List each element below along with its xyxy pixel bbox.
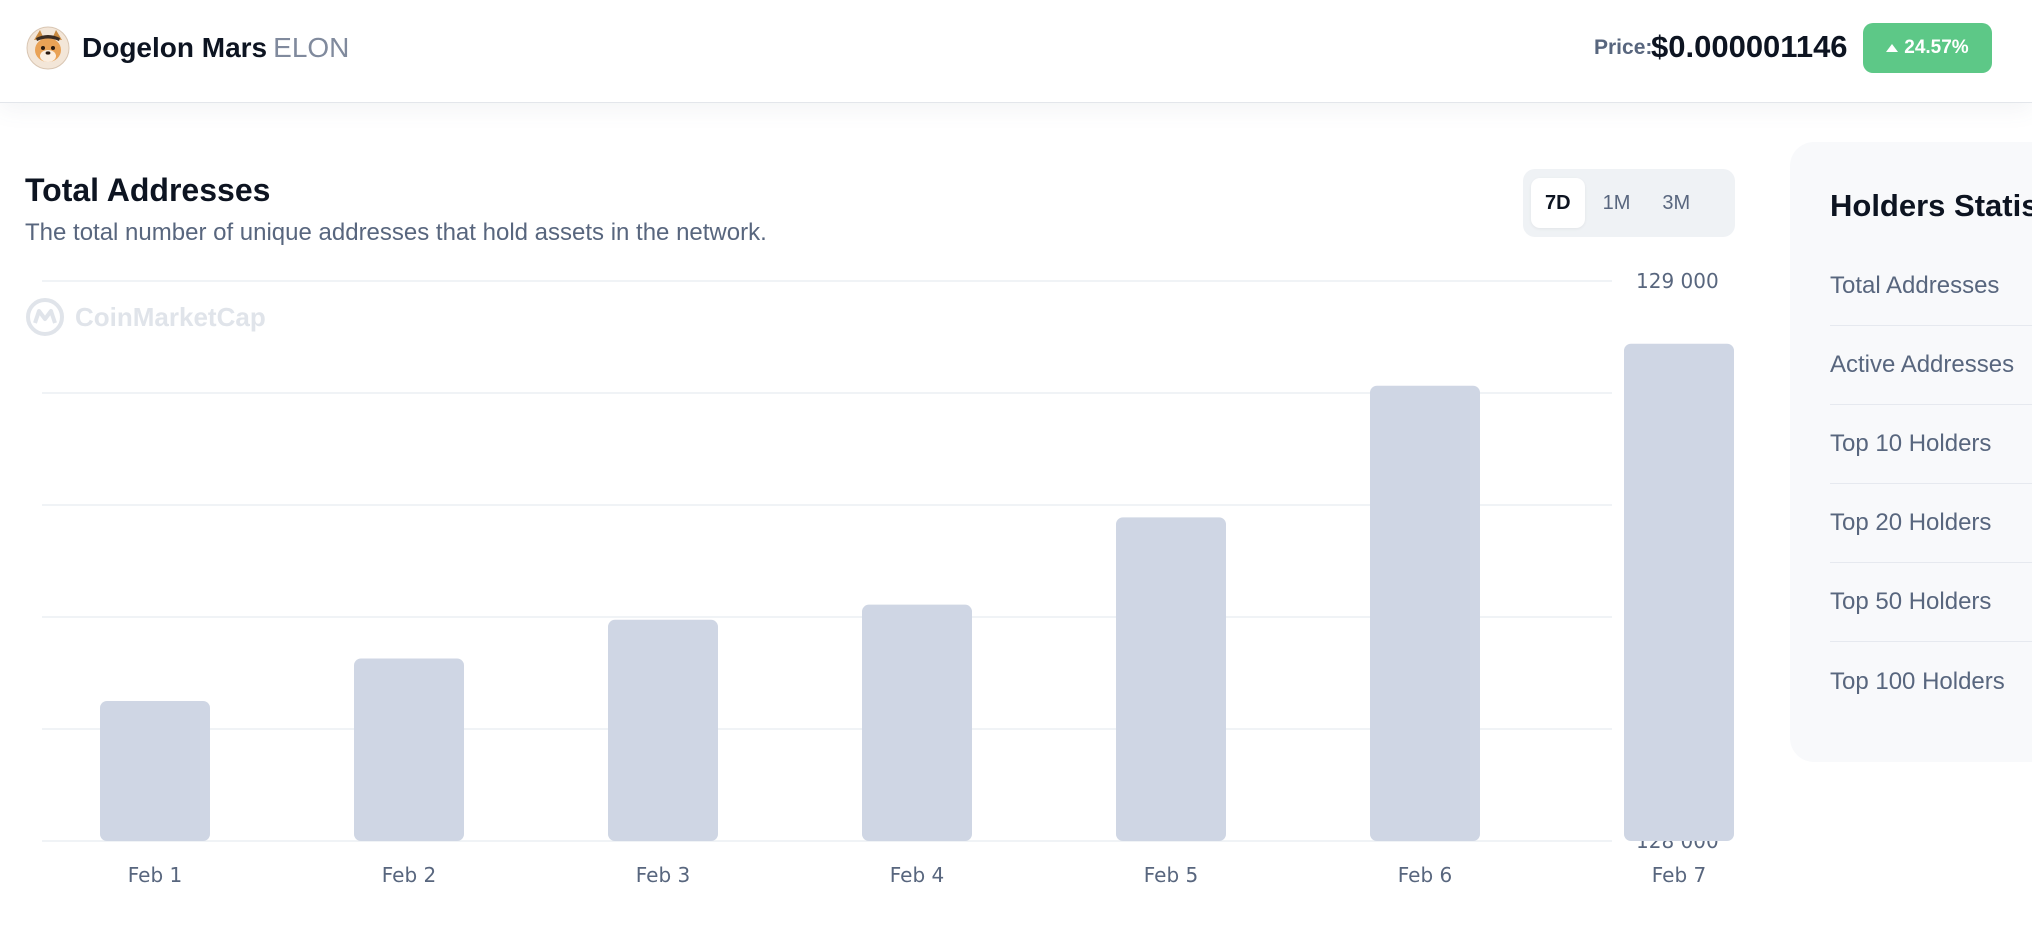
range-3m-button[interactable]: 3M: [1662, 191, 1691, 214]
bar-feb-7[interactable]: [1624, 343, 1734, 841]
bar-feb-2[interactable]: [354, 658, 464, 841]
stats-row-total-addresses: Total Addresses: [1830, 247, 2032, 326]
caret-up-icon: [1886, 44, 1899, 52]
coin-name-text: Dogelon Mars: [82, 32, 268, 63]
stats-row-top-20-holders: Top 20 Holders: [1830, 484, 2032, 563]
range-1m-button[interactable]: 1M: [1602, 191, 1631, 214]
x-tick-label: Feb 7: [1652, 863, 1707, 887]
price-value: $0.000001146: [1651, 29, 1848, 64]
watermark-text: CoinMarketCap: [75, 301, 266, 332]
coin-symbol: ELON: [273, 32, 350, 63]
price-change-value: 24.57%: [1904, 37, 1969, 58]
bar-feb-1[interactable]: [100, 701, 210, 841]
coinmarketcap-logo-icon: [26, 298, 64, 336]
stats-row-top-100-holders: Top 100 Holders: [1830, 667, 2005, 695]
stats-row-top-10-holders: Top 10 Holders: [1830, 405, 2032, 484]
section-description: The total number of unique addresses tha…: [25, 219, 767, 246]
bar-feb-3[interactable]: [608, 619, 718, 841]
y-tick-label: 129 000: [1636, 269, 1719, 293]
top-header: Dogelon Mars ELON Price: $0.000001146 24.…: [0, 0, 2032, 103]
stats-row-top-50-holders: Top 50 Holders: [1830, 563, 2032, 642]
bar-feb-4[interactable]: [862, 604, 972, 841]
range-7d-button[interactable]: 7D: [1531, 178, 1585, 228]
total-addresses-chart: 128 000128 200128 400128 600128 800129 0…: [42, 269, 1734, 887]
x-tick-label: Feb 4: [890, 863, 945, 887]
x-tick-label: Feb 1: [128, 863, 183, 887]
x-tick-label: Feb 6: [1398, 863, 1453, 887]
bar-feb-5[interactable]: [1116, 517, 1226, 841]
coin-name: Dogelon Mars ELON: [82, 32, 349, 64]
bar-feb-6[interactable]: [1370, 385, 1480, 841]
price-label: Price:: [1594, 36, 1653, 59]
section-title: Total Addresses: [25, 172, 271, 208]
stats-row-active-addresses: Active Addresses: [1830, 326, 2032, 405]
time-range-toggle: 7D 1M 3M: [1523, 169, 1735, 237]
dogelon-logo-icon: [26, 26, 70, 70]
coinmarketcap-watermark: CoinMarketCap: [25, 297, 266, 337]
holders-statistics-title: Holders Statistics: [1830, 188, 2032, 223]
holders-statistics-panel: Holders Statistics Total Addresses Activ…: [1790, 142, 2032, 762]
price-change-badge: 24.57%: [1863, 23, 1992, 73]
x-tick-label: Feb 3: [636, 863, 691, 887]
x-tick-label: Feb 2: [382, 863, 437, 887]
x-tick-label: Feb 5: [1144, 863, 1199, 887]
